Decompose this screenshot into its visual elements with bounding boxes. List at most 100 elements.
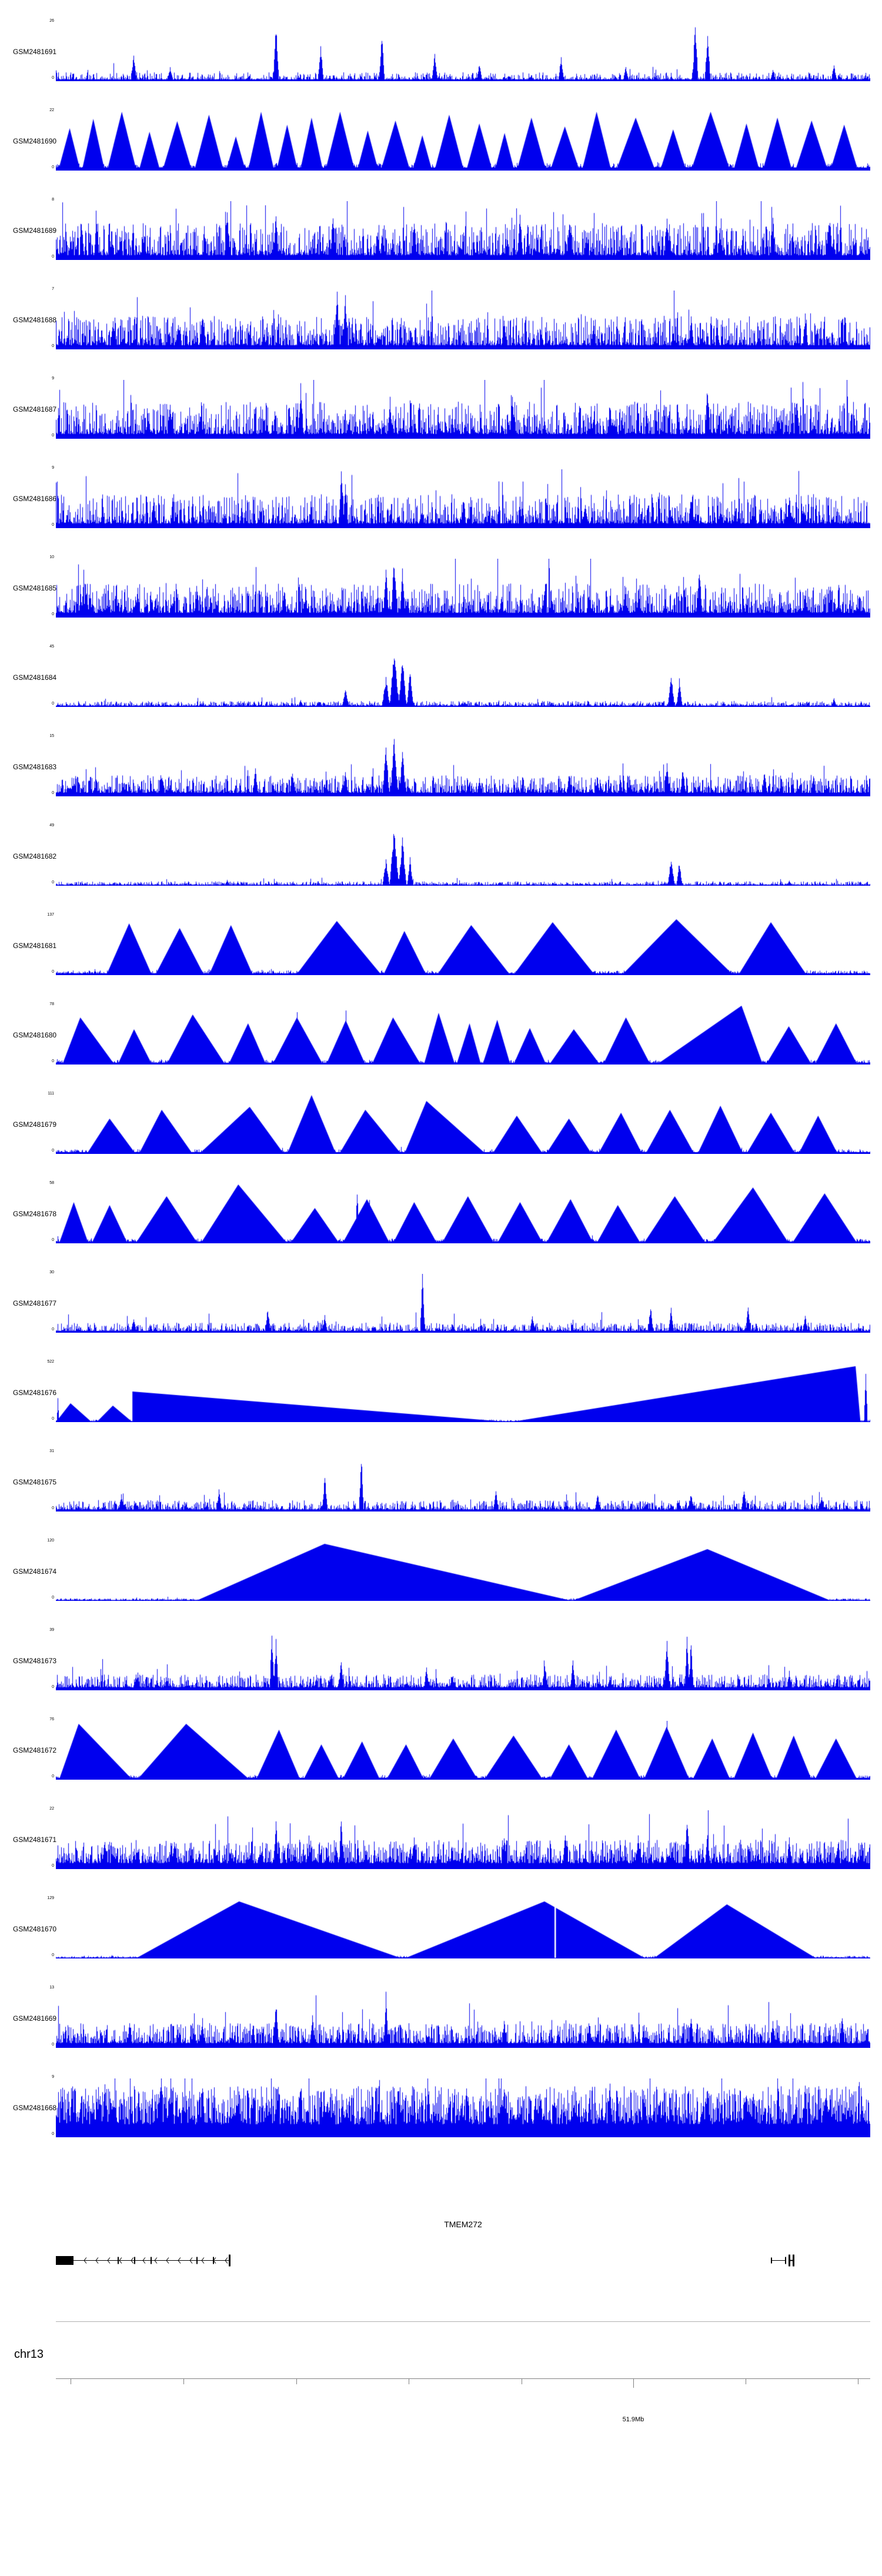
track-ybase-label: 0: [52, 523, 54, 527]
track-signal-canvas: [56, 2078, 870, 2137]
track-label: GSM2481672: [13, 1746, 57, 1754]
ruler-tick: [296, 2379, 297, 2384]
track-row: GSM2481674 120 0: [0, 1536, 882, 1626]
track-ymax-label: 22: [49, 1807, 54, 1811]
track-label: GSM2481690: [13, 137, 57, 145]
secondary-feature-glyph: [771, 2254, 794, 2267]
track-label: GSM2481673: [13, 1657, 57, 1665]
track-ymax-label: 9: [52, 466, 54, 470]
track-row: GSM2481675 31 0: [0, 1447, 882, 1536]
track-label: GSM2481682: [13, 852, 57, 860]
track-ybase-label: 0: [52, 702, 54, 706]
gene-model: [56, 2254, 794, 2267]
track-signal-canvas: [56, 1631, 870, 1690]
track-row: GSM2481669 13 0: [0, 1983, 882, 2073]
track-ymax-label: 9: [52, 376, 54, 381]
track-label: GSM2481674: [13, 1567, 57, 1576]
track-signal-canvas: [56, 201, 870, 260]
track-row: GSM2481672 76 0: [0, 1715, 882, 1804]
track-row: GSM2481671 22 0: [0, 1804, 882, 1894]
track-row: GSM2481681 137 0: [0, 910, 882, 1000]
track-ymax-label: 78: [49, 1002, 54, 1006]
track-ybase-label: 0: [52, 433, 54, 438]
track-label: GSM2481689: [13, 226, 57, 235]
track-label: GSM2481684: [13, 673, 57, 682]
track-row: GSM2481689 8 0: [0, 195, 882, 285]
track-signal-canvas: [56, 738, 870, 796]
track-ymax-label: 13: [49, 1986, 54, 1990]
track-row: GSM2481670 129 0: [0, 1894, 882, 1983]
track-ymax-label: 39: [49, 1628, 54, 1632]
track-signal-canvas: [56, 1900, 870, 1958]
gene-exon-box: [56, 2256, 74, 2265]
gene-end-exon: [229, 2254, 230, 2267]
gene-exon-ticks: [118, 2257, 214, 2264]
track-signal-canvas: [56, 22, 870, 81]
track-row: GSM2481688 7 0: [0, 285, 882, 374]
track-signal-canvas: [56, 827, 870, 886]
track-ymax-label: 129: [47, 1896, 54, 1900]
track-row: GSM2481683 15 0: [0, 732, 882, 821]
track-ymax-label: 26: [49, 19, 54, 23]
track-row: GSM2481686 9 0: [0, 463, 882, 553]
track-signal-canvas: [56, 1095, 870, 1154]
ruler-axis-line: [56, 2378, 870, 2379]
track-ybase-label: 0: [52, 344, 54, 348]
track-ymax-label: 22: [49, 108, 54, 112]
track-signal-canvas: [56, 469, 870, 528]
track-ybase-label: 0: [52, 1953, 54, 1957]
track-signal-canvas: [56, 1989, 870, 2048]
track-ymax-label: 111: [48, 1092, 54, 1096]
track-ymax-label: 58: [49, 1181, 54, 1185]
track-signal-canvas: [56, 1810, 870, 1869]
track-ybase-label: 0: [52, 1149, 54, 1153]
track-label: GSM2481669: [13, 2014, 57, 2023]
track-label: GSM2481691: [13, 48, 57, 56]
track-row: GSM2481684 45 0: [0, 642, 882, 732]
track-row: GSM2481691 26 0: [0, 16, 882, 106]
track-label: GSM2481676: [13, 1389, 57, 1397]
ruler-tick: [633, 2379, 634, 2388]
track-ymax-label: 76: [49, 1717, 54, 1721]
track-signal-canvas: [56, 112, 870, 171]
track-row: GSM2481677 30 0: [0, 1268, 882, 1357]
track-ymax-label: 45: [49, 645, 54, 649]
track-signal-canvas: [56, 291, 870, 349]
track-ybase-label: 0: [52, 1596, 54, 1600]
track-ybase-label: 0: [52, 1864, 54, 1868]
track-ybase-label: 0: [52, 1506, 54, 1510]
track-signal-canvas: [56, 1542, 870, 1601]
track-label: GSM2481683: [13, 763, 57, 771]
track-ybase-label: 0: [52, 255, 54, 259]
track-signal-canvas: [56, 1274, 870, 1333]
track-signal-canvas: [56, 1721, 870, 1780]
track-ymax-label: 7: [52, 287, 54, 291]
track-ymax-label: 49: [49, 823, 54, 827]
track-ymax-label: 31: [49, 1449, 54, 1453]
track-label: GSM2481688: [13, 316, 57, 324]
track-row: GSM2481678 58 0: [0, 1179, 882, 1268]
track-label: GSM2481687: [13, 405, 57, 413]
track-row: GSM2481676 522 0: [0, 1357, 882, 1447]
track-ybase-label: 0: [52, 791, 54, 795]
track-ybase-label: 0: [52, 1774, 54, 1778]
track-signal-canvas: [56, 559, 870, 618]
track-label: GSM2481679: [13, 1120, 57, 1129]
track-signal-canvas: [56, 1006, 870, 1065]
track-ymax-label: 10: [49, 555, 54, 559]
track-ybase-label: 0: [52, 880, 54, 885]
track-ybase-label: 0: [52, 1238, 54, 1242]
track-ybase-label: 0: [52, 1417, 54, 1421]
track-ymax-label: 137: [47, 913, 54, 917]
track-row: GSM2481673 39 0: [0, 1626, 882, 1715]
track-signal-canvas: [56, 648, 870, 707]
track-label: GSM2481670: [13, 1925, 57, 1933]
track-ymax-label: 9: [52, 2075, 54, 2079]
track-ymax-label: 120: [47, 1539, 54, 1543]
position-label: 51.9Mb: [622, 2416, 644, 2423]
track-ymax-label: 522: [47, 1360, 54, 1364]
ruler-tick: [183, 2379, 185, 2384]
track-ybase-label: 0: [52, 1059, 54, 1063]
track-signal-canvas: [56, 1363, 870, 1422]
